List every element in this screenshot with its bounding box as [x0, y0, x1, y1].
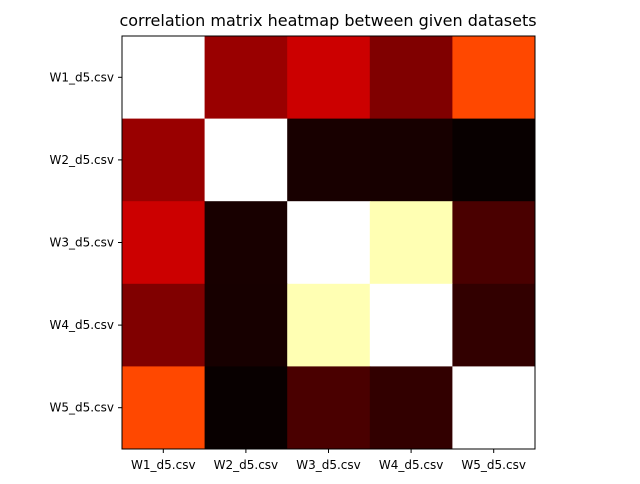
heatmap-cell	[287, 36, 371, 120]
heatmap-cell	[369, 36, 453, 120]
y-tick-label: W3_d5.csv	[49, 236, 114, 250]
y-tick-label: W4_d5.csv	[49, 318, 114, 332]
heatmap-cell	[452, 366, 536, 450]
heatmap-cell	[204, 36, 288, 120]
y-tick-label: W1_d5.csv	[49, 70, 114, 84]
heatmap-cell	[122, 283, 206, 367]
heatmap-cell	[369, 366, 453, 450]
heatmap-cell	[122, 118, 206, 202]
x-tick-label: W2_d5.csv	[214, 458, 279, 472]
heatmap-cell	[369, 283, 453, 367]
x-tick-label: W3_d5.csv	[296, 458, 361, 472]
heatmap-cell	[452, 201, 536, 285]
heatmap-cell	[122, 366, 206, 450]
heatmap-cell	[204, 283, 288, 367]
heatmap-cell	[204, 118, 288, 202]
plot-frame	[121, 35, 536, 450]
heatmap-cell	[287, 366, 371, 450]
y-axis-ticks: W1_d5.csv W2_d5.csv W3_d5.csv W4_d5.csv W5_d…	[49, 70, 122, 415]
y-tick-label: W2_d5.csv	[49, 153, 114, 167]
heatmap-cell	[122, 36, 206, 120]
heatmap-cell	[452, 283, 536, 367]
heatmap-cell	[204, 201, 288, 285]
x-tick-label: W5_d5.csv	[461, 458, 526, 472]
heatmap-cell	[369, 201, 453, 285]
heatmap-cell	[122, 201, 206, 285]
x-tick-label: W4_d5.csv	[379, 458, 444, 472]
chart-title: correlation matrix heatmap between given…	[119, 11, 536, 30]
heatmap-cell	[287, 283, 371, 367]
heatmap-cell	[204, 366, 288, 450]
heatmap-cell	[369, 118, 453, 202]
heatmap-cell	[452, 36, 536, 120]
heatmap-cells	[122, 36, 536, 450]
heatmap-cell	[287, 201, 371, 285]
heatmap-cell	[452, 118, 536, 202]
x-axis-ticks: W1_d5.csv W2_d5.csv W3_d5.csv W4_d5.csv W5_d…	[131, 449, 526, 472]
x-tick-label: W1_d5.csv	[131, 458, 196, 472]
heatmap-cell	[287, 118, 371, 202]
y-tick-label: W5_d5.csv	[49, 401, 114, 415]
